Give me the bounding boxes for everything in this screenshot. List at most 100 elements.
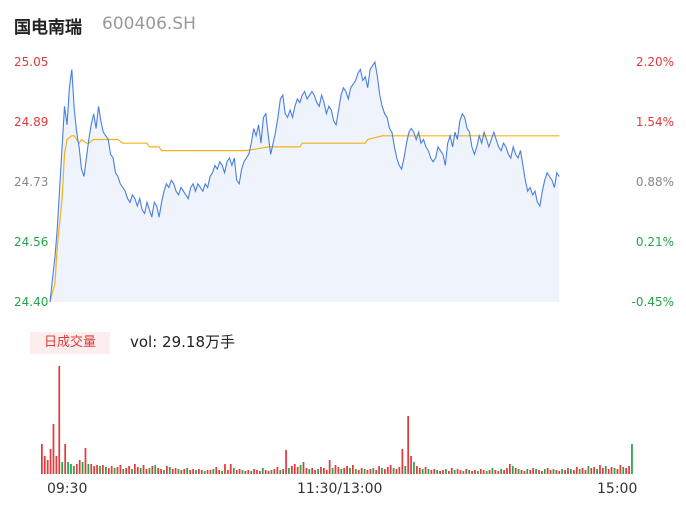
volume-bar (282, 469, 285, 474)
volume-bar (628, 466, 630, 474)
volume-bar (471, 471, 473, 474)
volume-bar (401, 449, 404, 474)
volume-bar (546, 468, 549, 474)
volume-bar (125, 468, 128, 474)
volume-bar (206, 470, 209, 474)
stock-code: 600406.SH (102, 14, 196, 34)
volume-bar (96, 465, 98, 474)
volume-bar (514, 468, 517, 474)
volume-bar (596, 469, 598, 474)
volume-bar (73, 466, 75, 474)
volume-bar (456, 469, 459, 474)
volume-bar (264, 470, 267, 474)
y-right-tick-1: 1.54% (635, 115, 674, 129)
volume-bar (607, 469, 610, 474)
volume-tab[interactable]: 日成交量 (30, 332, 110, 354)
volume-bar (375, 470, 378, 474)
volume-bar (442, 470, 444, 474)
volume-bar (64, 444, 67, 474)
x-tick-open: 09:30 (47, 481, 88, 497)
volume-bar (285, 450, 287, 474)
volume-bar (349, 468, 351, 474)
volume-bar (99, 466, 101, 474)
volume-bar (325, 470, 328, 474)
volume-bar (224, 464, 226, 474)
volume-bar (395, 469, 398, 474)
volume-bar (424, 467, 427, 474)
volume-bar (520, 470, 523, 474)
volume-bar (587, 466, 590, 474)
volume-bar (113, 468, 116, 474)
volume-bar (631, 444, 633, 474)
volume-bar (270, 470, 273, 474)
volume-bar (163, 470, 165, 474)
volume-bar (453, 470, 456, 474)
volume-bar (58, 366, 61, 474)
volume-bar (102, 465, 104, 474)
volume-bar (259, 471, 261, 474)
volume-bar (366, 470, 369, 474)
volume-bar (570, 469, 572, 474)
volume-bar (171, 469, 174, 474)
volume-bar (543, 469, 546, 474)
volume-bar (212, 469, 215, 474)
volume-bar (407, 416, 410, 474)
series-line-price (49, 60, 560, 303)
y-right-tick-4: -0.45% (631, 295, 674, 309)
volume-bar (439, 471, 441, 474)
volume-bar (613, 468, 616, 474)
volume-bar (299, 465, 302, 474)
volume-bar (232, 468, 235, 474)
volume-bar (413, 462, 415, 474)
volume-bar (354, 469, 357, 474)
volume-bar (145, 469, 148, 474)
volume-bar (584, 470, 587, 474)
volume-bar (462, 471, 465, 474)
volume-bar (323, 468, 325, 474)
volume-bar (67, 462, 69, 474)
volume-bar (602, 468, 604, 474)
volume-bar (229, 464, 232, 474)
volume-bar (552, 469, 555, 474)
volume-bar (389, 465, 392, 474)
volume-bar (427, 469, 430, 474)
volume-bar (291, 466, 293, 474)
volume-bar (81, 462, 84, 474)
volume-bar (581, 468, 584, 474)
volume-bar (279, 470, 282, 474)
volume-bar (70, 464, 72, 474)
volume-bar (386, 467, 389, 474)
volume-bar (116, 467, 119, 474)
volume-bar (459, 470, 462, 474)
volume-bar (555, 470, 558, 474)
volume-bar (529, 470, 532, 474)
volume-bar (360, 468, 363, 474)
volume-bar (445, 469, 447, 474)
volume-bar (541, 471, 543, 474)
volume-bar (509, 464, 511, 474)
volume-bar (436, 470, 439, 474)
volume-bar (340, 469, 343, 474)
volume-bar (604, 466, 607, 474)
y-left-tick-2: 24.73 (14, 175, 49, 189)
volume-bar (398, 467, 401, 474)
volume-bar (352, 465, 354, 474)
volume-bar (227, 470, 229, 474)
y-left-tick-3: 24.56 (14, 235, 49, 249)
volume-bar (334, 465, 337, 474)
volume-bar (549, 470, 552, 474)
volume-bar (372, 468, 375, 474)
volume-bar (119, 465, 122, 474)
volume-bar (517, 469, 520, 474)
volume-bar (369, 469, 372, 474)
volume-bar (41, 444, 43, 474)
volume-bar (479, 469, 482, 474)
volume-bar (235, 470, 238, 474)
volume-bar (532, 468, 535, 474)
volume-bar (168, 467, 171, 474)
volume-bar (477, 471, 479, 474)
volume-bar (203, 471, 206, 474)
volume-bar (276, 467, 279, 474)
volume-bar (337, 467, 340, 474)
